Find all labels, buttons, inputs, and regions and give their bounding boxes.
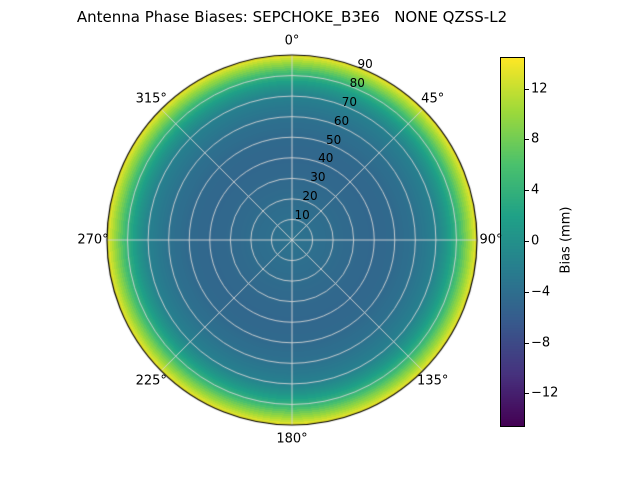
theta-label-315: 315° <box>135 91 167 107</box>
colorbar-tick-label--12: −12 <box>531 385 559 401</box>
theta-label-45: 45° <box>421 91 445 107</box>
radial-label-80: 80 <box>349 75 365 90</box>
colorbar-axis-label: Bias (mm) <box>558 206 574 274</box>
colorbar-tick-label-8: 8 <box>531 131 540 147</box>
radial-label-50: 50 <box>325 132 342 147</box>
colorbar-tick-mark--8 <box>525 343 529 344</box>
chart-title: Antenna Phase Biases: SEPCHOKE_B3E6 NONE… <box>76 8 508 26</box>
colorbar-tick-mark-12 <box>525 89 529 90</box>
colorbar-tick-label-4: 4 <box>531 182 540 198</box>
colorbar-tick-mark-4 <box>525 190 529 191</box>
radial-label-70: 70 <box>341 94 357 109</box>
colorbar-tick-mark--12 <box>525 393 529 394</box>
radial-label-20: 20 <box>302 189 318 204</box>
radial-label-30: 30 <box>310 170 326 185</box>
colorbar-tick-mark-0 <box>525 241 529 242</box>
colorbar-tick-label-12: 12 <box>531 81 548 97</box>
polar-heatmap <box>102 50 482 430</box>
theta-label-90: 90° <box>479 232 503 248</box>
theta-label-135: 135° <box>417 373 449 389</box>
colorbar-tick-label-0: 0 <box>531 233 540 249</box>
radial-label-10: 10 <box>294 208 310 223</box>
colorbar-tick-mark--4 <box>525 292 529 293</box>
colorbar-tick-label--8: −8 <box>531 335 551 351</box>
radial-label-90: 90 <box>357 56 373 71</box>
radial-label-60: 60 <box>333 113 350 128</box>
theta-label-180: 180° <box>276 431 308 447</box>
colorbar-tick-mark-8 <box>525 139 529 140</box>
radial-label-40: 40 <box>318 151 334 166</box>
colorbar <box>500 57 525 427</box>
theta-label-0: 0° <box>284 33 300 49</box>
theta-label-270: 270° <box>77 232 109 248</box>
colorbar-tick-label--4: −4 <box>531 284 551 300</box>
theta-label-225: 225° <box>135 373 167 389</box>
